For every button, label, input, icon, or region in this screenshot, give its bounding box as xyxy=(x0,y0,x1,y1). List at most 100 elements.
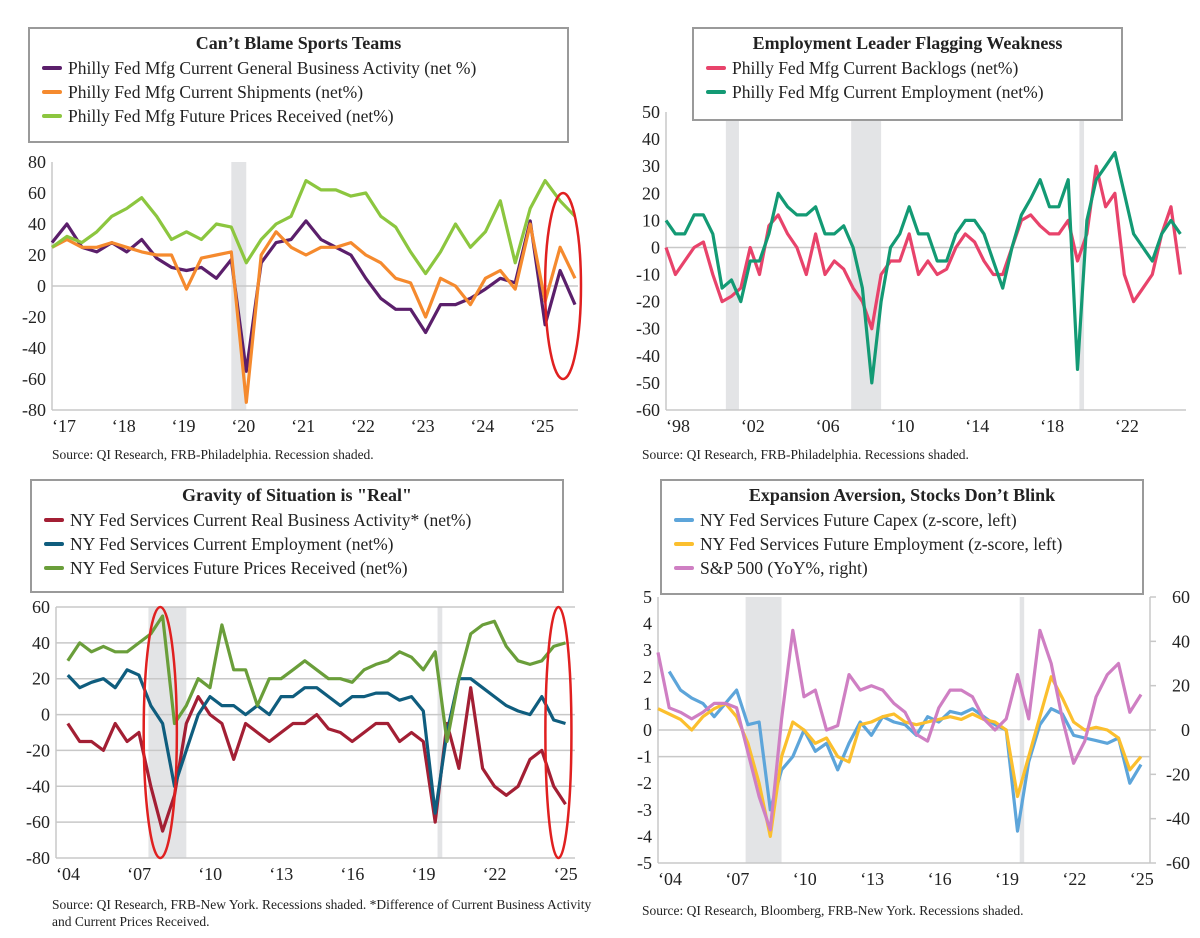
y-tick-label: 80 xyxy=(28,152,46,172)
y2-tick-label: -20 xyxy=(1166,764,1190,784)
legend-swatch xyxy=(42,90,62,94)
legend-label: NY Fed Services Current Employment (net%… xyxy=(70,534,394,554)
x-tick-label: ‘18 xyxy=(1040,416,1064,436)
highlight-ellipse xyxy=(543,191,583,381)
y-tick-label: -10 xyxy=(636,265,660,285)
x-tick-label: ‘19 xyxy=(172,416,196,436)
x-tick-label: ‘10 xyxy=(890,416,914,436)
y-tick-label: -5 xyxy=(637,853,652,873)
y-tick-label: 20 xyxy=(642,183,660,203)
x-tick-label: ‘04 xyxy=(56,864,80,884)
x-tick-label: ‘16 xyxy=(928,869,952,889)
legend-chart-4: Expansion Aversion, Stocks Don’t Blink N… xyxy=(660,479,1144,595)
y-tick-label: -4 xyxy=(637,826,652,846)
legend-swatch xyxy=(42,66,62,70)
legend-item: NY Fed Services Current Real Business Ac… xyxy=(44,508,550,532)
x-tick-label: ‘19 xyxy=(411,864,435,884)
y-tick-label: -1 xyxy=(637,747,652,767)
legend-label: S&P 500 (YoY%, right) xyxy=(700,558,868,578)
legend-label: NY Fed Services Future Capex (z-score, l… xyxy=(700,510,1017,530)
x-tick-label: ‘98 xyxy=(666,416,690,436)
y-tick-label: 3 xyxy=(643,640,652,660)
y2-tick-label: -60 xyxy=(1166,853,1190,873)
legend-item: S&P 500 (YoY%, right) xyxy=(674,556,1130,580)
legend-chart-2: Employment Leader Flagging Weakness Phil… xyxy=(692,27,1123,121)
x-tick-label: ‘04 xyxy=(658,869,682,889)
y-tick-label: -40 xyxy=(22,338,46,358)
legend-label: NY Fed Services Future Prices Received (… xyxy=(70,558,408,578)
legend-label: Philly Fed Mfg Current Shipments (net%) xyxy=(68,82,364,102)
y-tick-label: -60 xyxy=(636,400,660,420)
x-tick-label: ‘25 xyxy=(530,416,554,436)
chart-2: 50 40 30 20 10 0 -10 -20 -30 -40 -50 -60 ‘98 ‘02 ‘06 ‘1… xyxy=(636,102,1186,436)
y-tick-label: 0 xyxy=(37,276,46,296)
chart-title: Gravity of Situation is "Real" xyxy=(182,485,412,505)
x-tick-label: ‘22 xyxy=(483,864,507,884)
chart-title: Can’t Blame Sports Teams xyxy=(195,33,402,53)
chart-title: Employment Leader Flagging Weakness xyxy=(752,33,1063,53)
legend-swatch xyxy=(44,566,64,570)
x-tick-label: ‘02 xyxy=(741,416,765,436)
legend-chart-3: Gravity of Situation is "Real" NY Fed Se… xyxy=(30,479,564,593)
y-tick-label: 0 xyxy=(643,720,652,740)
x-tick-label: ‘18 xyxy=(112,416,136,436)
legend-label: Philly Fed Mfg Future Prices Received (n… xyxy=(68,106,394,126)
x-tick-label: ‘06 xyxy=(816,416,840,436)
y-tick-label: 1 xyxy=(643,693,652,713)
x-tick-label: ‘10 xyxy=(198,864,222,884)
y-tick-label: -3 xyxy=(637,800,652,820)
series-line-1 xyxy=(66,686,567,833)
legend-label: NY Fed Services Current Real Business Ac… xyxy=(70,510,472,530)
legend-label: Philly Fed Mfg Current Employment (net%) xyxy=(732,82,1044,102)
y-tick-label: -20 xyxy=(22,307,46,327)
y-tick-label: 5 xyxy=(643,587,652,607)
highlight-ellipse xyxy=(142,605,179,860)
series-line-2 xyxy=(664,151,1182,385)
source-note: Source: QI Research, FRB-Philadelphia. R… xyxy=(52,447,374,462)
x-tick-label: ‘22 xyxy=(1115,416,1139,436)
legend-chart-1: Can’t Blame Sports Teams Philly Fed Mfg … xyxy=(28,27,569,143)
x-tick-label: ‘25 xyxy=(554,864,578,884)
y2-tick-label: 60 xyxy=(1172,587,1190,607)
y-tick-label: -30 xyxy=(636,319,660,339)
x-tick-label: ‘07 xyxy=(127,864,151,884)
y2-tick-label: -40 xyxy=(1166,809,1190,829)
x-tick-label: ‘21 xyxy=(291,416,315,436)
source-note: Source: QI Research, Bloomberg, FRB-New … xyxy=(642,903,1024,918)
y-tick-label: 40 xyxy=(28,214,46,234)
x-tick-label: ‘17 xyxy=(52,416,76,436)
x-tick-label: ‘22 xyxy=(351,416,375,436)
legend-swatch xyxy=(42,114,62,118)
y-tick-label: 30 xyxy=(642,156,660,176)
x-tick-label: ‘24 xyxy=(470,416,494,436)
legend-item: NY Fed Services Current Employment (net%… xyxy=(44,532,550,556)
y-tick-label: 20 xyxy=(32,669,50,689)
chart-title: Expansion Aversion, Stocks Don’t Blink xyxy=(748,485,1056,505)
series-line-2 xyxy=(66,668,566,815)
series-line-1 xyxy=(664,164,1182,331)
y-tick-label: -2 xyxy=(637,773,652,793)
y-tick-label: -60 xyxy=(26,812,50,832)
x-tick-label: ‘23 xyxy=(411,416,435,436)
y-tick-label: 4 xyxy=(643,614,652,634)
source-note: Source: QI Research, FRB-Philadelphia. R… xyxy=(642,447,969,462)
y-tick-label: 50 xyxy=(642,102,660,122)
chart-3: 60 40 20 0 -20 -40 -60 -80 ‘04 ‘07 ‘10 ‘13 ‘16 ‘19 ‘22… xyxy=(26,597,578,884)
y-tick-label: 40 xyxy=(642,129,660,149)
x-tick-label: ‘13 xyxy=(269,864,293,884)
y-tick-label: 0 xyxy=(651,237,660,257)
source-note: Source: QI Research, FRB-New York. Reces… xyxy=(52,897,592,929)
x-tick-label: ‘13 xyxy=(860,869,884,889)
highlight-ellipse xyxy=(544,605,573,860)
y-tick-label: -60 xyxy=(22,369,46,389)
series-line-1 xyxy=(50,219,577,373)
x-tick-label: ‘14 xyxy=(965,416,989,436)
y-tick-label: 10 xyxy=(642,210,660,230)
y-tick-label: -50 xyxy=(636,373,660,393)
x-tick-label: ‘10 xyxy=(793,869,817,889)
y2-tick-label: 20 xyxy=(1172,676,1190,696)
legend-item: Philly Fed Mfg Current Employment (net%) xyxy=(706,80,1109,104)
legend-item: NY Fed Services Future Prices Received (… xyxy=(44,556,550,580)
y-tick-label: 20 xyxy=(28,245,46,265)
recession-band xyxy=(725,112,739,410)
